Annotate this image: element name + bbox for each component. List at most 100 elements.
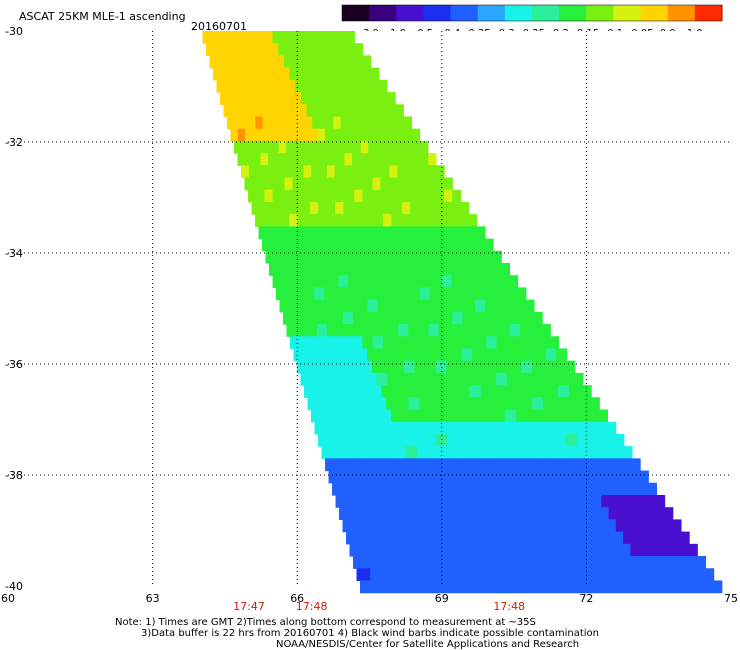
swath-cell <box>376 433 390 447</box>
swath-cell <box>306 104 315 118</box>
swath-cell <box>357 214 367 227</box>
swath-cell <box>424 336 436 350</box>
swath-cell <box>419 397 432 411</box>
swath-cell <box>532 360 544 374</box>
swath-cell <box>428 250 439 264</box>
swath-cell <box>276 177 286 191</box>
swath-cell <box>428 324 440 337</box>
swath-cell <box>392 250 403 264</box>
swath-cell <box>259 55 266 69</box>
swath-cell <box>314 214 324 227</box>
swath-cell <box>538 494 552 508</box>
swath-cell <box>377 470 391 484</box>
swath-cell <box>382 104 391 118</box>
swath-cell <box>372 177 381 191</box>
swath-cell <box>253 92 262 105</box>
swath-cell <box>347 79 355 93</box>
swath-cell <box>541 433 554 447</box>
swath-cell <box>510 360 522 374</box>
swath-cell <box>295 287 306 301</box>
swath-cell <box>310 275 321 289</box>
swath-cell <box>432 311 444 325</box>
swath-cell <box>279 299 290 313</box>
swath-cell <box>409 372 421 386</box>
swath-cell <box>391 287 402 301</box>
swath-cell <box>405 153 414 166</box>
swath-cell <box>397 116 405 130</box>
swath-cell <box>394 519 409 533</box>
swath-cell <box>631 482 645 496</box>
swath-cell <box>281 128 290 142</box>
swath-cell <box>390 409 403 423</box>
swath-cell <box>361 104 370 118</box>
swath-cell <box>278 104 287 118</box>
swath-cell <box>244 104 252 118</box>
swath-cell <box>332 177 342 191</box>
swath-cell <box>265 104 273 118</box>
swath-cell <box>428 153 437 166</box>
swath-cell <box>412 165 422 179</box>
swath-cell <box>354 372 367 386</box>
swath-cell <box>240 92 248 105</box>
swath-cell <box>498 275 509 289</box>
swath-cell <box>365 372 378 386</box>
swath-cell <box>412 311 424 325</box>
swath-cell <box>482 311 493 325</box>
swath-cell <box>236 79 244 93</box>
swath-cell <box>525 494 539 508</box>
y-axis-ticks: -30 -32 -34 -36 -38 -40 <box>5 25 23 593</box>
swath-cell <box>534 421 547 435</box>
swath-cell <box>334 165 344 179</box>
swath-cell <box>395 189 404 203</box>
swath-cell <box>332 128 341 142</box>
swath-cell <box>443 580 459 594</box>
swath-cell <box>465 421 478 435</box>
swath-cell <box>499 421 512 435</box>
swath-cell <box>277 55 285 69</box>
swath-cell <box>360 201 370 215</box>
swath-cell <box>589 519 604 533</box>
swath-cell <box>619 446 633 459</box>
swath-cell <box>494 433 507 447</box>
swath-cell <box>337 385 349 398</box>
swath-cell <box>314 348 326 362</box>
swath-cell <box>329 153 338 166</box>
swath-cell <box>339 360 352 374</box>
swath-cell <box>535 348 547 362</box>
swath-cell <box>340 214 350 227</box>
swath-cell <box>425 385 438 398</box>
swath-cell <box>365 433 378 447</box>
swath-cell <box>492 250 502 264</box>
swath-cell <box>368 116 377 130</box>
swath-cell <box>306 238 316 252</box>
swath-cell <box>589 568 605 582</box>
swath-cell <box>537 519 552 533</box>
swath-cell <box>373 79 382 93</box>
swath-cell <box>411 531 426 545</box>
swath-cell <box>512 494 526 508</box>
swath-cell <box>337 421 350 435</box>
swath-cell <box>474 250 484 264</box>
swath-cell <box>393 446 406 459</box>
swath-cell <box>316 324 328 337</box>
swath-cell <box>310 250 321 264</box>
swath-cell <box>425 531 439 545</box>
swath-cell <box>488 470 502 484</box>
swath-cell <box>220 92 228 105</box>
swath-cell <box>434 556 449 569</box>
swath-cell <box>580 385 592 398</box>
swath-cell <box>441 507 456 520</box>
swath-cell <box>443 543 458 557</box>
colorbar-border <box>341 4 723 22</box>
swath-cell <box>324 177 334 191</box>
swath-cell <box>493 348 505 362</box>
swath-cell <box>289 214 299 227</box>
swath-cell <box>350 43 358 57</box>
swath-cell <box>319 116 327 130</box>
swath-cell <box>643 543 658 557</box>
swath-cell <box>306 262 316 276</box>
swath-cell <box>568 580 584 594</box>
swath-cell <box>354 189 364 203</box>
swath-cell <box>230 128 239 142</box>
swath-cell <box>306 214 316 227</box>
